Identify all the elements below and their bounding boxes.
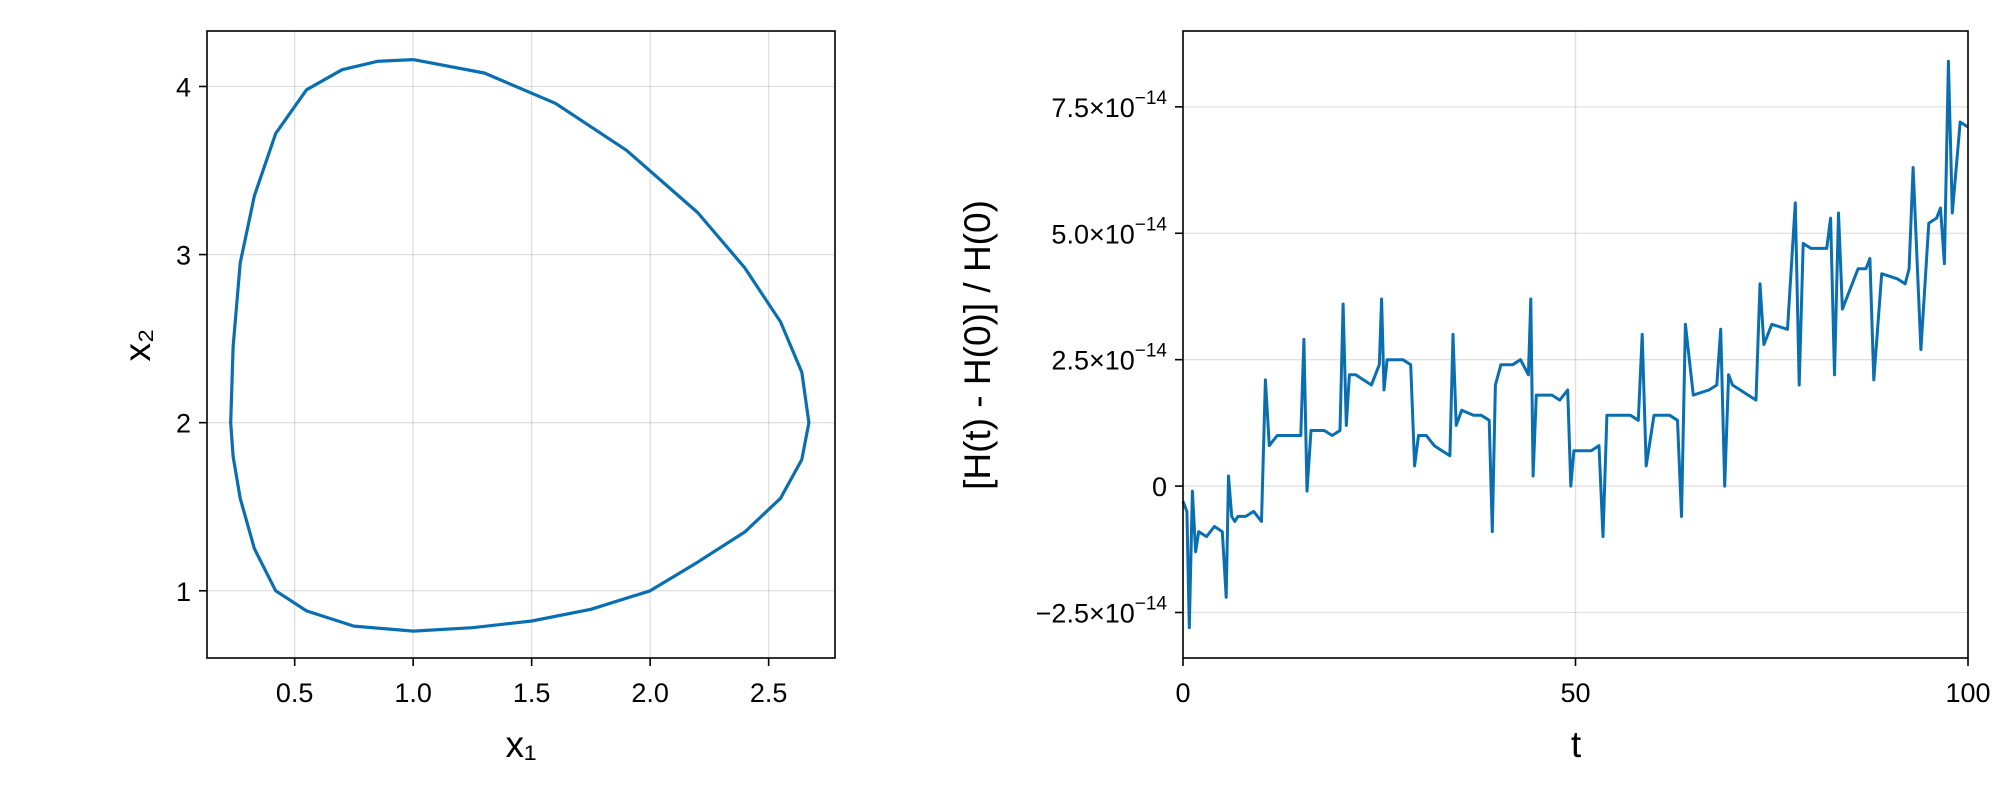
right-y-tick-label: 0 <box>1152 472 1167 502</box>
left-y-tick-label: 1 <box>176 577 191 607</box>
right-x-tick-label: 0 <box>1175 678 1190 708</box>
right-y-tick-label: −2.5×10−14 <box>1036 593 1168 628</box>
phase-orbit-line <box>229 58 811 633</box>
left-y-tick-label: 2 <box>176 409 191 439</box>
left-x-tick-label: 1.0 <box>394 678 432 708</box>
left-y-axis-label: x₂ <box>117 329 158 362</box>
left-x-tick-label: 2.5 <box>750 678 788 708</box>
phase-portrait-panel: 0.5 1.0 1.5 2.0 2.5 1 2 3 4 x₁ x₂ <box>117 30 836 765</box>
left-ticks: 0.5 1.0 1.5 2.0 2.5 1 2 3 4 <box>176 72 787 708</box>
right-y-axis-label: [H(t) - H(0)] / H(0) <box>957 200 998 490</box>
left-plot-frame <box>206 30 836 659</box>
left-x-tick-label: 1.5 <box>513 678 551 708</box>
left-x-tick-label: 2.0 <box>631 678 669 708</box>
left-x-axis-label: x₁ <box>506 724 537 765</box>
right-y-tick-label: 7.5×10−14 <box>1051 88 1167 123</box>
energy-error-line <box>1181 59 1969 630</box>
right-x-axis-label: t <box>1571 724 1582 765</box>
right-y-tick-label: 2.5×10−14 <box>1051 341 1167 376</box>
left-grid <box>207 31 835 658</box>
right-x-tick-label: 100 <box>1945 678 1990 708</box>
right-y-tick-label: 5.0×10−14 <box>1051 214 1167 249</box>
right-x-tick-label: 50 <box>1560 678 1590 708</box>
left-y-tick-label: 3 <box>176 241 191 271</box>
right-ticks: 0 50 100 −2.5×10−14 0 2.5×10−14 5.0×10−14 7.5×1… <box>1036 88 1991 708</box>
left-y-tick-label: 4 <box>176 72 191 102</box>
energy-error-panel: 0 50 100 −2.5×10−14 0 2.5×10−14 5.0×10−14 7.5×1… <box>957 30 1991 765</box>
right-grid <box>1182 31 1969 658</box>
left-x-tick-label: 0.5 <box>276 678 314 708</box>
